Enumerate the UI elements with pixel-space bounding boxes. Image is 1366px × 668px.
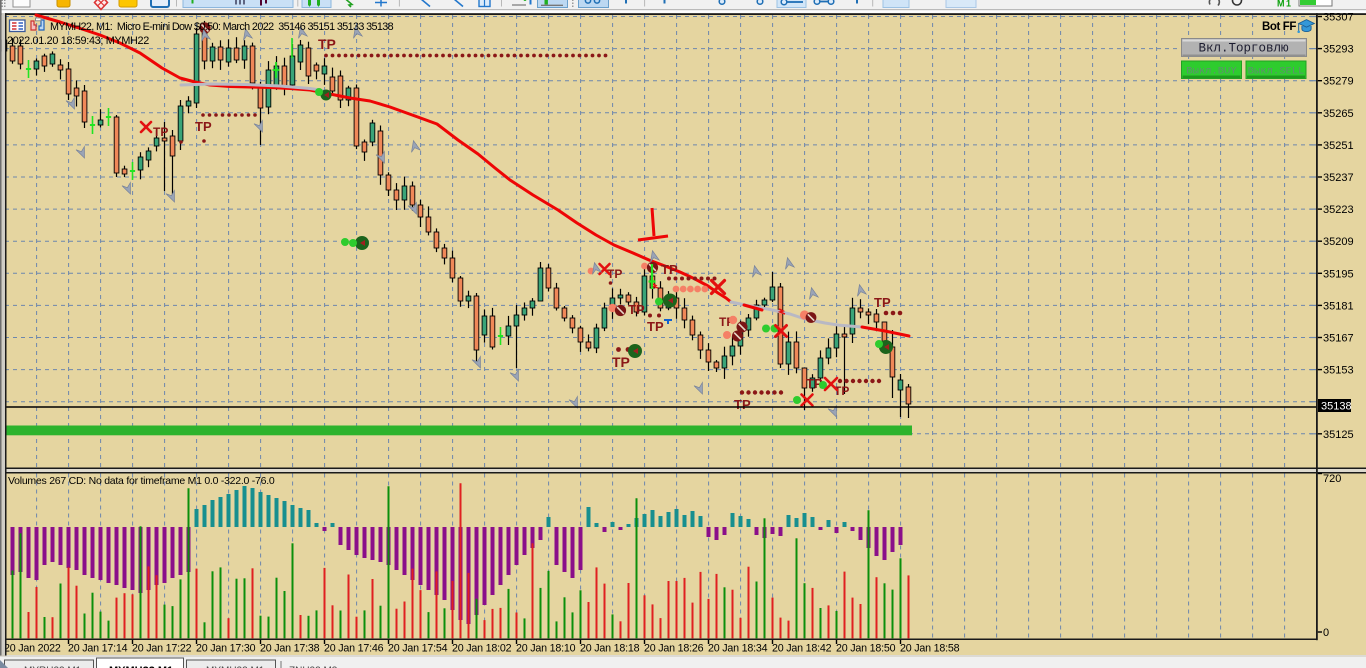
svg-text:20 Jan 17:14: 20 Jan 17:14 [68,643,128,655]
svg-text:35237: 35237 [1323,172,1354,184]
svg-text:35223: 35223 [1323,204,1354,216]
svg-text:MYMH22,M1: MYMH22,M1 [206,666,265,668]
svg-text:MYMH22, M1: Micro E-mini Dow: MYMH22, M1: Micro E-mini Dow $0.50: Marc… [50,21,394,33]
svg-text:M: M [1277,0,1285,9]
svg-text:20 Jan 17:38: 20 Jan 17:38 [260,643,320,655]
svg-text:20 Jan 18:10: 20 Jan 18:10 [516,643,576,655]
svg-text:20 Jan 18:18: 20 Jan 18:18 [580,643,640,655]
svg-text:20 Jan 18:58: 20 Jan 18:58 [900,643,960,655]
svg-text:35167: 35167 [1323,333,1354,345]
svg-text:20 Jan 17:30: 20 Jan 17:30 [196,643,256,655]
svg-text:20 Jan 18:50: 20 Jan 18:50 [836,643,896,655]
svg-text:TP: TP [806,376,823,391]
svg-text:TP: TP [874,295,891,310]
svg-text:TP: TP [153,125,168,139]
svg-text:35195: 35195 [1323,268,1354,280]
svg-text:20 Jan 17:22: 20 Jan 17:22 [132,643,192,655]
svg-text:TP: TP [612,354,630,370]
svg-text:35181: 35181 [1323,300,1354,312]
svg-text:35209: 35209 [1323,236,1354,248]
svg-text:35265: 35265 [1323,108,1354,120]
svg-text:20 Jan 18:02: 20 Jan 18:02 [452,643,512,655]
svg-text:TP: TP [318,36,336,52]
svg-text:0: 0 [1323,627,1329,639]
svg-text:TP: TP [628,302,645,317]
svg-text:1: 1 [1286,0,1291,9]
svg-text:20 Jan 2022: 20 Jan 2022 [4,643,61,655]
svg-text:Bot FF: Bot FF [1262,21,1296,33]
svg-text:TP: TP [195,119,212,134]
svg-text:TP: TP [734,397,751,412]
svg-text:MYMH22,M1: MYMH22,M1 [109,665,173,668]
svg-text:TP: TP [661,262,678,277]
svg-text:Выкл.BUY: Выкл.BUY [1186,66,1237,78]
svg-text:35279: 35279 [1323,76,1354,88]
svg-text:20 Jan 17:46: 20 Jan 17:46 [324,643,384,655]
svg-text:35153: 35153 [1323,365,1354,377]
svg-text:20 Jan 18:34: 20 Jan 18:34 [708,643,768,655]
svg-text:TP: TP [834,384,849,398]
svg-text:TP: TP [647,319,664,334]
svg-text:35307: 35307 [1323,12,1354,24]
svg-text:TP: TP [607,267,622,281]
svg-text:ZNH22,M3: ZNH22,M3 [289,666,338,668]
svg-text:35251: 35251 [1323,140,1354,152]
svg-text:Вкл.Торговлю: Вкл.Торговлю [1198,42,1289,56]
svg-text:20 Jan 18:42: 20 Jan 18:42 [772,643,832,655]
svg-text:20 Jan 18:26: 20 Jan 18:26 [644,643,704,655]
svg-text:Выкл.SELL: Выкл.SELL [1248,66,1305,78]
svg-text:35125: 35125 [1323,429,1354,441]
svg-text:2022.01.20 18:59:43; MYMH22: 2022.01.20 18:59:43; MYMH22 [7,35,149,47]
svg-text:35293: 35293 [1323,44,1354,56]
svg-text:MYRH22,M1: MYRH22,M1 [24,666,82,668]
svg-text:Volumes 267 CD: No data for ti: Volumes 267 CD: No data for timeframe M1… [8,475,275,487]
svg-text:720: 720 [1323,473,1341,485]
svg-text:35138: 35138 [1321,401,1352,413]
svg-text:20 Jan 17:54: 20 Jan 17:54 [388,643,448,655]
